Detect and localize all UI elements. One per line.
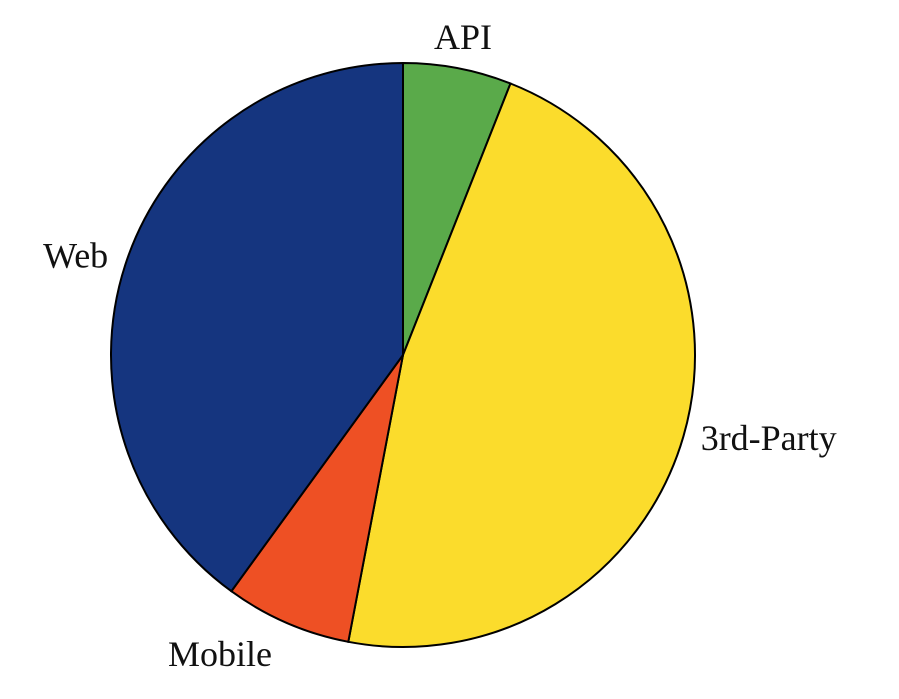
pie-slice	[110, 61, 404, 593]
slice-label: Web	[43, 235, 108, 275]
slice-label: Mobile	[168, 634, 272, 674]
pie-slice	[347, 82, 696, 648]
pie-slice	[229, 354, 404, 643]
slice-label: 3rd-Party	[701, 418, 837, 458]
slice-label: API	[434, 17, 492, 57]
